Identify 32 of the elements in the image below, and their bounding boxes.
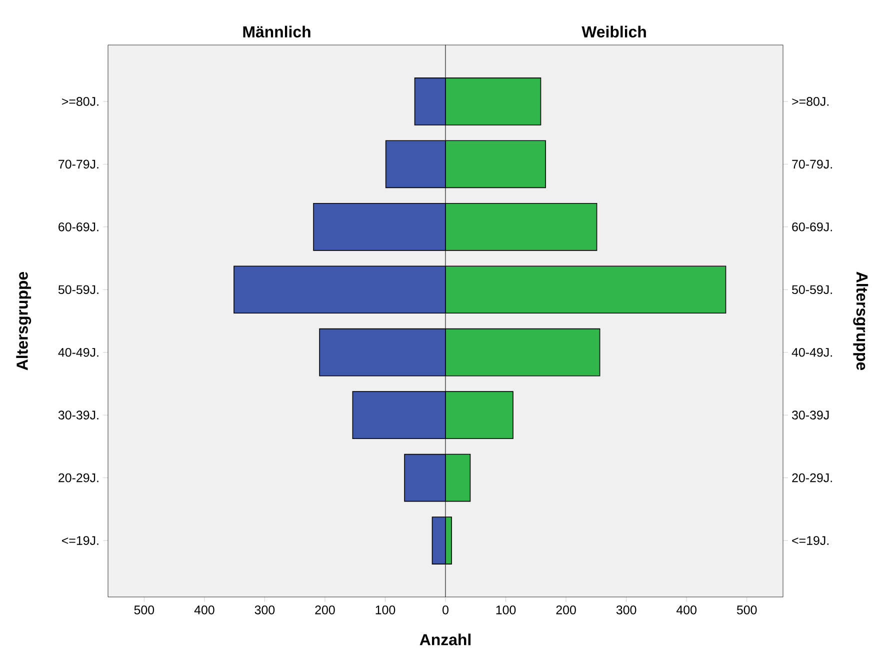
y2-tick-label: 30-39J [792,410,829,420]
x-axis-title: Anzahl [420,634,470,646]
x-tick-label: 500 [736,606,757,614]
x-tick-label: 0 [442,606,448,614]
y-tick-label: 30-39J. [58,410,98,420]
y-axis-title: Altersgruppe [16,272,32,370]
x-tick-label: 300 [616,606,636,614]
y-tick-label: >=80J. [62,97,98,106]
y2-axis-title: Altersgruppe [853,272,868,370]
y-tick-label: <=19J. [62,536,98,545]
chart-title: Weiblich [582,26,646,38]
x-tick-label: 400 [194,606,214,614]
y2-tick-label: 40-49J. [792,348,832,357]
x-tick-label: 400 [676,606,696,614]
y2-tick-label: 20-29J. [792,473,832,482]
chart-title: Männlich [243,26,310,38]
y-tick-label: 70-79J. [58,160,98,169]
y-tick-label: 60-69J. [58,222,98,232]
x-tick-label: 300 [254,606,275,614]
x-tick-label: 100 [376,606,396,614]
x-tick-label: 200 [315,606,335,614]
y2-tick-label: 50-59J. [792,285,832,294]
y-tick-label: 50-59J. [58,285,98,294]
y-tick-label: 20-29J. [58,473,98,482]
y2-tick-label: <=19J. [792,536,828,545]
y-tick-label: 40-49J. [58,348,98,357]
x-tick-label: 500 [134,606,154,614]
y2-tick-label: 60-69J. [792,222,832,232]
x-tick-label: 100 [496,606,516,614]
x-tick-label: 200 [556,606,576,614]
y2-tick-label: >=80J. [792,97,828,106]
y2-tick-label: 70-79J. [792,160,832,169]
